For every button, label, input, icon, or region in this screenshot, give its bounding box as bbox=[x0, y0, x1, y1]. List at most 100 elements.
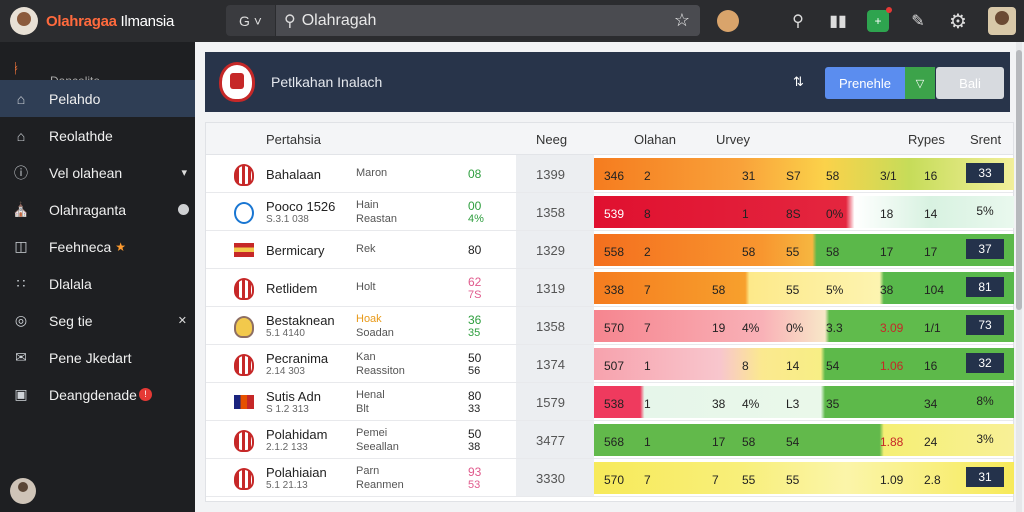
table-row[interactable]: Bermicary Rek 80 1329 558 2 58 55 58 17 17 37 bbox=[206, 231, 1014, 269]
heat-value: 24 bbox=[924, 435, 938, 449]
filter-button[interactable]: ▽ bbox=[905, 67, 935, 99]
club-crest-logo bbox=[219, 62, 255, 102]
team-name[interactable]: Polahiaian bbox=[266, 465, 327, 480]
target-icon: ◎ bbox=[14, 312, 28, 328]
col-team[interactable]: Pertahsia bbox=[266, 132, 321, 147]
search-engine-select[interactable]: G ˅ bbox=[226, 5, 276, 36]
top-bar: Olahragaa Ilmansia G ˅ ⚲ ☆ ⚲ ▮▮ + ✎ ⚙ bbox=[0, 0, 1024, 42]
main-content: Petlkahan Inalach ⇅ Prenehle ▽ Bali Pert… bbox=[195, 42, 1024, 512]
team-name[interactable]: Bahalaan bbox=[266, 167, 321, 182]
score-badge[interactable]: 5% bbox=[976, 204, 994, 218]
heat-value: 507 bbox=[604, 359, 625, 373]
table-row[interactable]: Sutis Adn S 1.2 313 Henal Blt 80 33 1579 538 1 38… bbox=[206, 383, 1014, 421]
type-label: Rek bbox=[356, 243, 376, 255]
sidebar-item-reolathde[interactable]: ⌂ Reolathde bbox=[0, 117, 195, 154]
col-urvey[interactable]: Urvey bbox=[716, 132, 750, 147]
star-icon[interactable]: ☆ bbox=[673, 10, 690, 30]
score-badge[interactable]: 8% bbox=[976, 394, 994, 408]
heat-value: 55 bbox=[786, 245, 800, 259]
edit-icon[interactable]: ✎ bbox=[911, 13, 925, 30]
col-srent[interactable]: Srent bbox=[970, 132, 1002, 147]
neeg-cell bbox=[516, 421, 594, 458]
grid-icon: ◫ bbox=[14, 238, 28, 254]
star-badge-icon: ★ bbox=[115, 239, 127, 254]
sidebar-user-avatar[interactable] bbox=[10, 478, 36, 504]
neeg-cell bbox=[516, 307, 594, 344]
type-sub-label: Reastan bbox=[356, 213, 397, 225]
stats-icon[interactable]: ▮▮ bbox=[829, 13, 847, 30]
user-avatar[interactable] bbox=[988, 7, 1016, 35]
heat-value: 104 bbox=[924, 283, 945, 297]
lock-icon: ▣ bbox=[14, 386, 28, 402]
col-olahan[interactable]: Olahan bbox=[634, 132, 676, 147]
primary-button[interactable]: Prenehle bbox=[825, 67, 905, 99]
neeg-cell bbox=[516, 345, 594, 382]
search-input[interactable] bbox=[301, 11, 674, 30]
scrollbar-thumb[interactable] bbox=[1016, 50, 1022, 310]
sidebar-item-dlalala[interactable]: ∷ Dlalala bbox=[0, 265, 195, 302]
score-badge[interactable]: 31 bbox=[966, 467, 1004, 487]
heat-value: 3.3 bbox=[826, 321, 843, 335]
col-types[interactable]: Rypes bbox=[908, 132, 945, 147]
add-icon[interactable]: + bbox=[867, 7, 892, 32]
heat-value: 0% bbox=[786, 321, 804, 335]
team-name[interactable]: Pooco 1526 bbox=[266, 199, 336, 214]
sidebar-item-seg-tie[interactable]: ◎ Seg tie ✕ bbox=[0, 302, 195, 339]
score-badge[interactable]: 32 bbox=[966, 353, 1004, 373]
search-icon[interactable]: ⚲ bbox=[792, 13, 804, 30]
heat-bar: 568 1 17 58 54 1.88 24 bbox=[594, 424, 1014, 456]
team-name[interactable]: Bestaknean bbox=[266, 313, 335, 328]
close-icon[interactable]: ✕ bbox=[177, 315, 187, 327]
heat-value: L3 bbox=[786, 397, 800, 411]
table-row[interactable]: Pecranima 2.14 303 Kan Reassiton 50 56 1374 507… bbox=[206, 345, 1014, 383]
score-badge[interactable]: 81 bbox=[966, 277, 1004, 297]
neeg-cell bbox=[516, 193, 594, 230]
type-sub-label: Reanmen bbox=[356, 479, 404, 491]
table-row[interactable]: Polahidam 2.1.2 133 Pemei Seeallan 50 38 3477 5… bbox=[206, 421, 1014, 459]
team-name[interactable]: Retlidem bbox=[266, 281, 318, 296]
heat-value: 17 bbox=[712, 435, 726, 449]
sidebar-item-feehneca[interactable]: ◫ Feehneca ★ bbox=[0, 228, 195, 265]
sidebar-item-deangdenade[interactable]: ▣ Deangdenade ! bbox=[0, 376, 195, 413]
team-name[interactable]: Sutis Adn bbox=[266, 389, 321, 404]
table-row[interactable]: Polahiaian 5.1 21.13 Parn Reanmen 93 53 3330 57… bbox=[206, 459, 1014, 497]
scrollbar[interactable] bbox=[1016, 42, 1022, 512]
secondary-button[interactable]: Bali bbox=[936, 67, 1004, 99]
table-row[interactable]: Retlidem Holt 62 7S 1319 338 7 58 55 5% 38 104 81 bbox=[206, 269, 1014, 307]
neeg-value: 1399 bbox=[536, 167, 565, 182]
app-logo[interactable] bbox=[10, 7, 38, 35]
table-row[interactable]: Bestaknean 5.1 4140 Hoak Soadan 36 35 1358 570 7… bbox=[206, 307, 1014, 345]
table-row[interactable]: Pooco 1526 S.3.1 038 Hain Reastan 00 4% 1358 53… bbox=[206, 193, 1014, 231]
team-name[interactable]: Pecranima bbox=[266, 351, 329, 366]
type-label: Pemei bbox=[356, 427, 388, 439]
heat-value: 58 bbox=[826, 245, 840, 259]
refresh-icon[interactable]: ⇅ bbox=[793, 74, 804, 89]
panel-header: Petlkahan Inalach ⇅ Prenehle ▽ Bali bbox=[205, 52, 1010, 112]
team-name[interactable]: Polahidam bbox=[266, 427, 328, 442]
sidebar-item-pelahdo[interactable]: ⌂ Pelahdo bbox=[0, 80, 195, 117]
profile-avatar-icon[interactable] bbox=[717, 10, 739, 32]
score-badge[interactable]: 33 bbox=[966, 163, 1004, 183]
neeg-cell bbox=[516, 231, 594, 268]
bank-icon: ⛪ bbox=[12, 201, 30, 217]
metric-value: 50 bbox=[468, 351, 482, 365]
gear-icon[interactable]: ⚙ bbox=[949, 10, 967, 33]
chevron-down-icon[interactable]: ▾ bbox=[181, 167, 187, 179]
sidebar-item-pene-jkedart[interactable]: ✉ Pene Jkedart bbox=[0, 339, 195, 376]
top-icons: ⚲ ▮▮ + ✎ ⚙ bbox=[708, 0, 1024, 42]
metric-value: 80 bbox=[468, 243, 482, 257]
sidebar-item-olahraganta[interactable]: ⛪ Olahraganta bbox=[0, 191, 195, 228]
type-label: Parn bbox=[356, 465, 380, 477]
col-neeg[interactable]: Neeg bbox=[536, 132, 568, 147]
neeg-value: 3477 bbox=[536, 433, 565, 448]
heat-value: 38 bbox=[712, 397, 726, 411]
table-row[interactable]: Bahalaan Maron 08 1399 346 2 31 S7 58 3/1 16 33 bbox=[206, 155, 1014, 193]
score-badge[interactable]: 3% bbox=[976, 432, 994, 446]
team-name[interactable]: Bermicary bbox=[266, 243, 325, 258]
sidebar-item-vel-olahean[interactable]: ⓘ Vel olahean ▾ bbox=[0, 154, 195, 191]
heat-value: 346 bbox=[604, 169, 625, 183]
score-badge[interactable]: 37 bbox=[966, 239, 1004, 259]
score-badge[interactable]: 73 bbox=[966, 315, 1004, 335]
team-subtitle: 5.1 4140 bbox=[266, 328, 305, 339]
heat-value: 58 bbox=[742, 245, 756, 259]
